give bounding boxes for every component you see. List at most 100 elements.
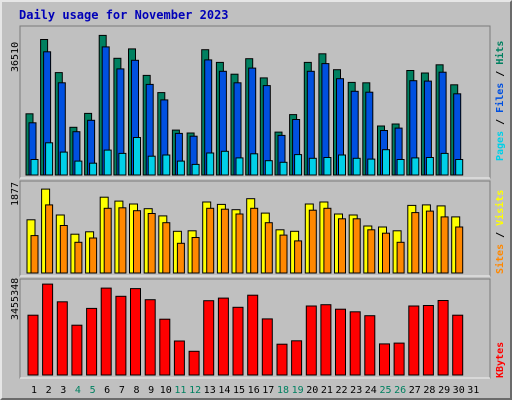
day-label-19: 19 (292, 385, 304, 396)
kbytes-bar-day-8 (130, 288, 141, 376)
kbytes-bar-day-11 (173, 340, 185, 376)
sites-bar-day-21 (323, 207, 332, 274)
sites-bar-day-19 (294, 240, 303, 274)
pages-bar-day-20 (308, 157, 317, 176)
sites-bar-day-1 (30, 235, 39, 274)
day-label-22: 22 (335, 385, 347, 396)
pages-bar-day-26 (396, 159, 405, 176)
day-label-8: 8 (133, 385, 139, 396)
kbytes-bar-day-25 (379, 343, 390, 376)
svg-text:Pages / Files / Hits: Pages / Files / Hits (494, 41, 506, 161)
sites-bar-day-16 (250, 207, 259, 274)
day-label-13: 13 (204, 385, 216, 396)
day-label-20: 20 (306, 385, 318, 396)
kbytes-bar-day-19 (291, 340, 303, 376)
kbytes-bar-day-4 (71, 324, 83, 376)
pages-bar-day-2 (45, 142, 54, 176)
svg-text:Sites / Visits: Sites / Visits (494, 190, 506, 274)
sites-bar-day-27 (411, 212, 420, 274)
pages-bar-day-6 (103, 149, 112, 176)
svg-text:KBytes: KBytes (495, 342, 506, 378)
sites-bar-day-2 (45, 204, 54, 274)
day-label-24: 24 (365, 385, 377, 396)
day-label-29: 29 (438, 385, 450, 396)
day-label-3: 3 (60, 385, 66, 396)
pages-bar-day-4 (74, 160, 83, 176)
pages-bar-day-14 (220, 150, 229, 176)
pages-bar-day-30 (455, 159, 464, 176)
kbytes-bar-day-3 (56, 301, 68, 376)
side-legend-top: Pages / Files / Hits (494, 41, 506, 161)
day-label-5: 5 (90, 385, 96, 396)
sites-bar-day-4 (74, 241, 83, 274)
sites-bar-day-26 (396, 241, 405, 274)
kbytes-bar-day-22 (335, 308, 346, 376)
sites-bar-day-10 (162, 222, 171, 274)
day-label-6: 6 (104, 385, 110, 396)
pages-bar-day-24 (367, 158, 376, 176)
day-label-18: 18 (277, 385, 289, 396)
pages-bar-day-18 (279, 161, 288, 176)
day-label-4: 4 (75, 385, 81, 396)
sites-bar-day-6 (103, 207, 112, 274)
kbytes-bar-day-21 (320, 304, 332, 376)
day-label-26: 26 (394, 385, 406, 396)
day-label-11: 11 (174, 385, 186, 396)
sites-bar-day-3 (59, 225, 68, 274)
pages-bar-day-27 (411, 157, 420, 176)
day-label-14: 14 (218, 385, 230, 396)
kbytes-bar-day-30 (452, 314, 464, 376)
kbytes-bar-day-18 (276, 343, 288, 376)
side-legend-bottom: KBytes (495, 342, 506, 378)
pages-bar-day-15 (235, 157, 244, 176)
kbytes-bar-day-24 (364, 315, 376, 376)
sites-bar-day-13 (206, 207, 215, 274)
kbytes-bar-day-27 (408, 305, 420, 376)
sites-bar-day-24 (367, 229, 376, 274)
sites-bar-day-11 (176, 242, 185, 274)
sites-bar-day-14 (220, 208, 229, 274)
kbytes-bar-day-2 (42, 283, 54, 376)
pages-bar-day-23 (352, 157, 361, 176)
pages-bar-day-19 (294, 154, 303, 176)
pages-bar-day-5 (89, 162, 98, 176)
kbytes-bar-day-15 (232, 306, 244, 376)
day-label-9: 9 (148, 385, 154, 396)
legend-pages: Pages (495, 131, 506, 161)
pages-bar-day-10 (162, 154, 171, 176)
top-axis-max: 36510 (10, 42, 21, 72)
sites-bar-day-29 (440, 216, 449, 274)
legend-hits: Hits (494, 41, 506, 65)
pages-bar-day-28 (425, 157, 434, 176)
sites-bar-day-15 (235, 213, 244, 274)
sites-bar-day-22 (338, 218, 346, 274)
kbytes-bar-day-1 (27, 314, 39, 376)
pages-bar-day-8 (133, 137, 141, 176)
kbytes-bar-day-28 (422, 305, 434, 376)
pages-bar-day-7 (118, 152, 127, 176)
pages-bar-day-9 (147, 155, 156, 176)
sites-bar-day-5 (89, 237, 98, 274)
kbytes-bar-day-20 (305, 305, 317, 376)
pages-bar-day-16 (250, 153, 259, 176)
day-label-2: 2 (46, 385, 52, 396)
legend-visits: Visits (494, 190, 506, 226)
day-label-30: 30 (453, 385, 465, 396)
pages-bar-day-29 (440, 152, 449, 176)
sites-bar-day-12 (191, 237, 200, 274)
day-label-1: 1 (31, 385, 37, 396)
sites-bar-day-8 (133, 210, 141, 274)
day-label-21: 21 (321, 385, 333, 396)
pages-bar-day-13 (206, 152, 215, 176)
day-label-12: 12 (189, 385, 201, 396)
day-label-25: 25 (379, 385, 391, 396)
kbytes-bar-day-9 (144, 299, 156, 376)
sites-bar-day-28 (425, 210, 434, 274)
sites-bar-day-23 (352, 218, 361, 274)
day-label-15: 15 (233, 385, 245, 396)
pages-bar-day-22 (338, 154, 346, 176)
pages-bar-day-1 (30, 159, 39, 176)
pages-bar-day-3 (59, 151, 68, 176)
pages-bar-day-12 (191, 163, 200, 176)
bottom-axis-max: 3455348 (10, 278, 21, 320)
